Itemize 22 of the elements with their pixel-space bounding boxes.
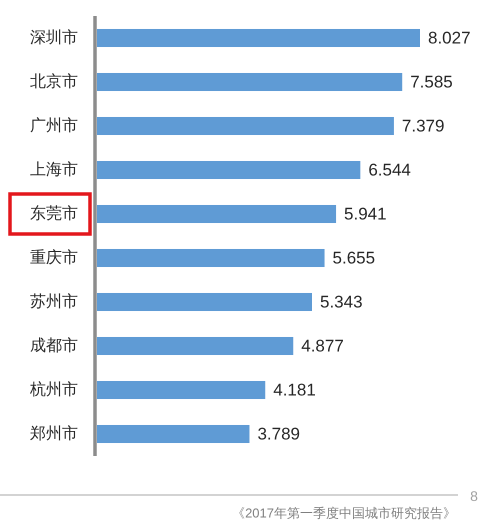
data-label: 5.941 [344,204,387,224]
data-label: 4.181 [273,380,316,400]
data-label: 5.655 [332,248,376,268]
y-tick-label: 上海市 [30,160,78,178]
data-label: 3.789 [257,424,300,444]
data-label: 7.585 [410,72,453,92]
y-tick-label: 杭州市 [29,380,78,398]
data-label: 7.379 [402,116,444,136]
y-tick-label: 成都市 [30,336,78,354]
y-tick-label: 郑州市 [30,424,78,442]
annotation: 8 [470,488,478,504]
data-label: 5.343 [320,292,363,312]
y-tick-label: 深圳市 [30,28,78,46]
y-tick-label: 广州市 [30,116,78,134]
data-label: 4.877 [301,336,344,356]
data-label: 8.027 [428,28,471,48]
y-tick-label: 北京市 [30,72,78,90]
y-tick-label: 苏州市 [30,292,78,310]
data-label: 6.544 [368,160,411,180]
annotation: 《2017年第一季度中国城市研究报告》 [232,506,456,520]
y-tick-label: 东莞市 [30,204,78,222]
y-tick-label: 重庆市 [30,248,78,266]
